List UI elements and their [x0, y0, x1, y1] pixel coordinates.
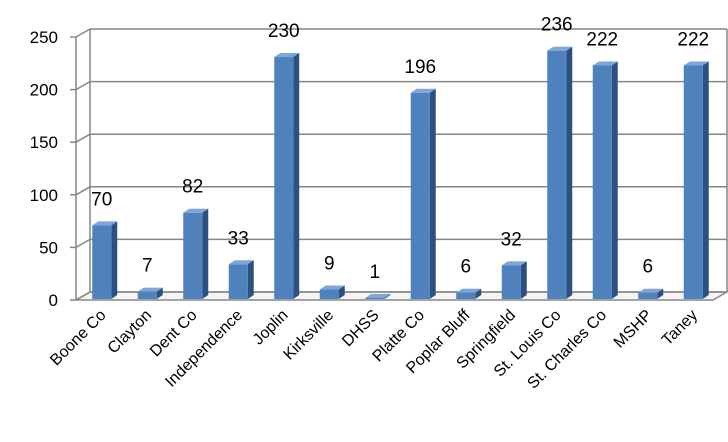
- y-axis: 0 50 100 150 200 250: [30, 28, 728, 310]
- bar: [456, 288, 482, 299]
- bar-side: [566, 46, 573, 300]
- bar-series: [92, 46, 709, 300]
- bar-top: [592, 61, 618, 66]
- bar-top: [137, 287, 163, 292]
- bar-top: [547, 46, 573, 51]
- y-tick-label: 100: [30, 186, 58, 205]
- bar: [592, 61, 618, 300]
- bar-side: [384, 293, 391, 299]
- bar-front: [410, 92, 430, 299]
- y-tick-label: 200: [30, 81, 58, 100]
- bar-side: [156, 287, 163, 299]
- bar: [410, 88, 436, 299]
- bar: [365, 293, 391, 299]
- bar: [638, 288, 664, 299]
- bar: [319, 285, 345, 299]
- bar: [547, 46, 573, 300]
- data-label: 6: [642, 257, 653, 278]
- side-wall-gridline: [75, 291, 91, 301]
- bar-side: [293, 53, 300, 299]
- bar: [183, 208, 209, 299]
- bar-top: [683, 61, 709, 66]
- y-tick-label: 250: [30, 28, 58, 47]
- bar-front: [547, 50, 567, 300]
- bar-side: [338, 285, 345, 299]
- side-wall-gridline: [75, 186, 91, 196]
- x-tick-label: MSHP: [611, 307, 656, 352]
- bar-front: [501, 265, 521, 299]
- gridlines: [75, 28, 727, 301]
- x-tick-label: Joplin: [250, 307, 292, 349]
- side-wall-gridline: [75, 238, 91, 249]
- bar-front: [319, 289, 339, 299]
- bar: [683, 61, 709, 300]
- bar-front: [92, 225, 112, 299]
- bar: [274, 53, 300, 299]
- data-label: 70: [91, 189, 112, 210]
- side-wall-gridline: [75, 28, 91, 38]
- bar-front: [638, 292, 658, 299]
- data-labels: 70 7 82 33 230 9 1 196 6 32 236 222 6 222: [91, 15, 709, 283]
- x-tick-label: Boone Co: [47, 307, 109, 369]
- bar-side: [657, 288, 664, 299]
- bar-front: [456, 292, 476, 299]
- bar-top: [319, 285, 345, 290]
- bar: [228, 260, 254, 299]
- x-tick-label: St. Charles Co: [524, 307, 610, 393]
- data-label: 32: [501, 229, 522, 250]
- bar-top: [183, 208, 209, 213]
- data-label: 9: [324, 254, 335, 275]
- x-tick-label: Taney: [659, 307, 701, 349]
- data-label: 222: [586, 29, 618, 50]
- bar-front: [183, 212, 203, 299]
- bar-front: [683, 65, 703, 300]
- bar-side: [611, 61, 618, 300]
- bar-top: [274, 53, 300, 58]
- bar-top: [92, 221, 118, 226]
- bar-front: [274, 57, 294, 299]
- bar-side: [429, 88, 436, 299]
- data-label: 222: [677, 29, 709, 50]
- side-wall-gridline: [75, 133, 91, 143]
- data-label: 82: [182, 177, 203, 198]
- bar-top: [365, 293, 391, 298]
- data-label: 7: [142, 256, 153, 277]
- side-wall-gridline: [75, 80, 91, 91]
- bar-front: [365, 297, 385, 299]
- bar: [92, 221, 118, 299]
- data-label: 6: [460, 257, 471, 278]
- y-tick-label: 150: [30, 133, 58, 152]
- bar-top: [501, 261, 527, 266]
- data-label: 1: [369, 262, 380, 283]
- bar-side: [202, 208, 209, 299]
- chart-walls: [73, 29, 728, 301]
- bar-front: [137, 291, 157, 299]
- data-label: 196: [404, 57, 436, 78]
- bar-top: [638, 288, 664, 293]
- bar-top: [228, 260, 254, 265]
- floor: [73, 291, 728, 301]
- data-label: 236: [541, 15, 573, 36]
- bar-side: [247, 260, 254, 299]
- bar-top: [410, 88, 436, 93]
- bar-top: [456, 288, 482, 293]
- data-label: 33: [228, 228, 249, 249]
- bar-side: [111, 221, 118, 299]
- bar-front: [228, 264, 248, 299]
- x-tick-label: DHSS: [339, 307, 382, 350]
- data-label: 230: [268, 21, 300, 42]
- y-tick-label: 0: [49, 291, 58, 310]
- bar-side: [475, 288, 482, 299]
- y-tick-label: 50: [39, 238, 58, 257]
- bar: [501, 261, 527, 299]
- x-tick-label: Kirksville: [280, 307, 337, 364]
- bar-side: [702, 61, 709, 300]
- bar: [137, 287, 163, 299]
- bar-front: [592, 65, 612, 300]
- bar-side: [520, 261, 527, 299]
